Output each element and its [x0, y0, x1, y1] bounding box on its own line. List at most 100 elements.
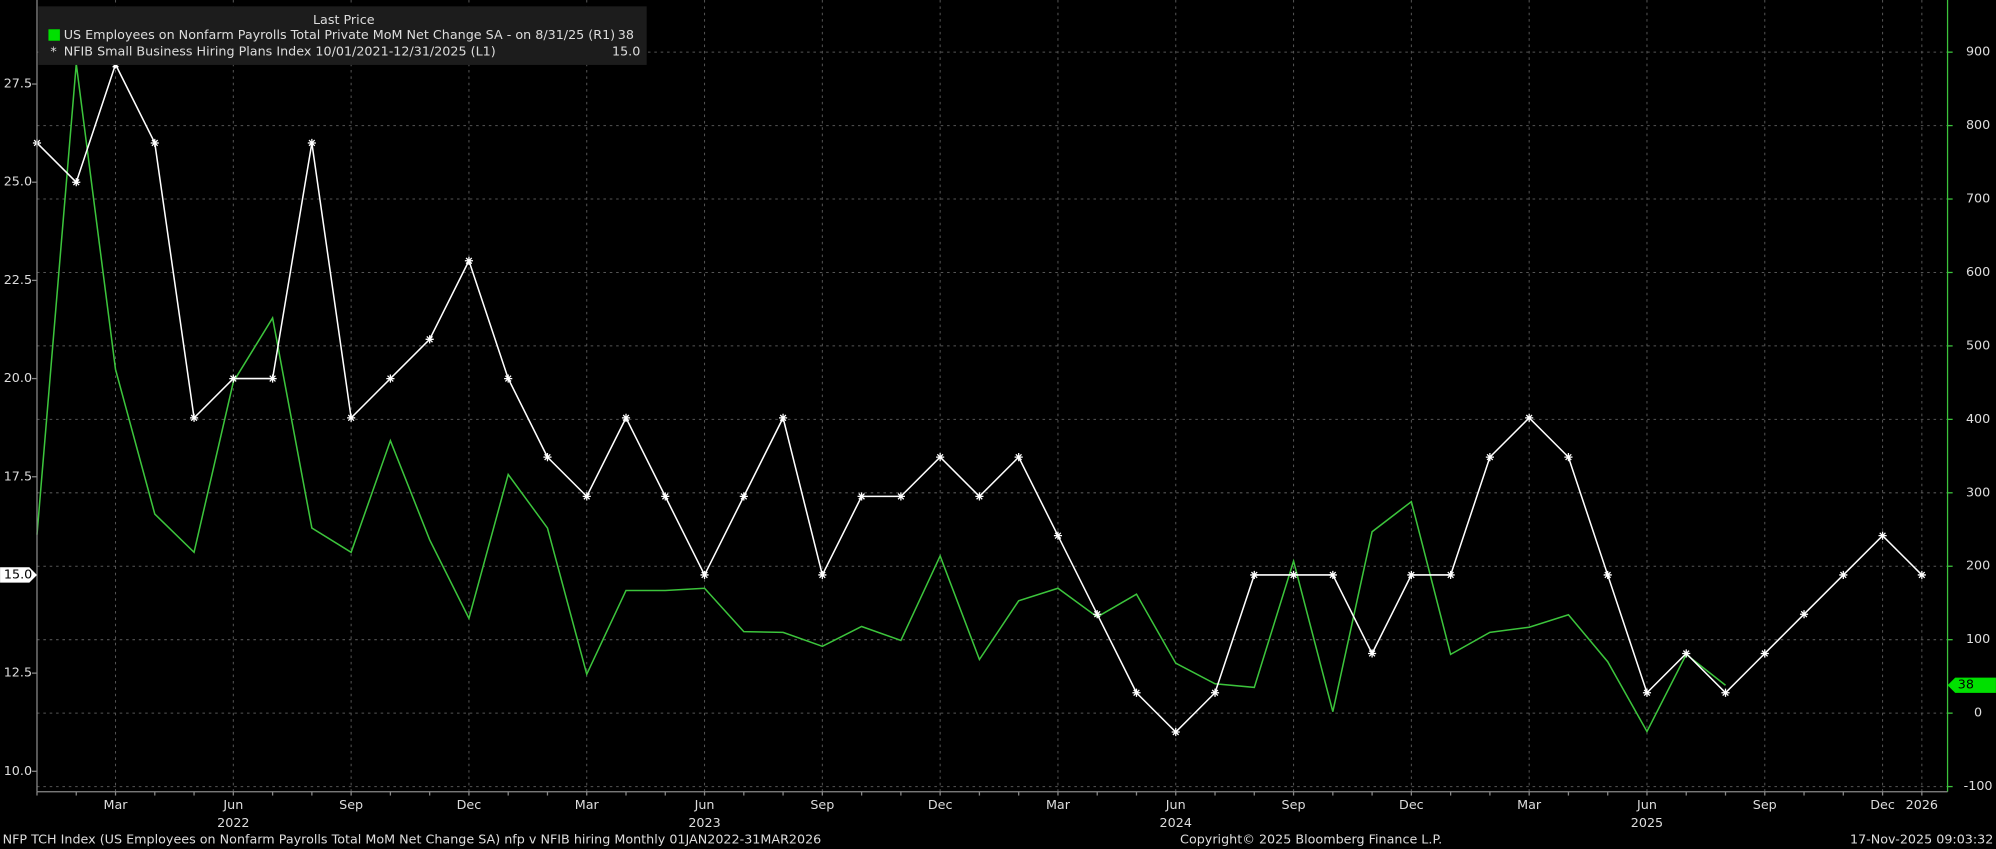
legend-label: US Employees on Nonfarm Payrolls Total P… [64, 27, 615, 42]
point-marker [543, 453, 552, 462]
x-tick-label: Sep [339, 797, 363, 812]
point-marker [1132, 688, 1141, 697]
y2-tick-label: 900 [1966, 44, 1990, 59]
series-line [36, 63, 1726, 734]
footer-center: Copyright© 2025 Bloomberg Finance L.P. [1180, 832, 1442, 847]
y2-tick-label: 300 [1966, 484, 1990, 499]
x-tick-label: Jun [694, 797, 715, 812]
point-marker [1407, 570, 1416, 580]
y-tick-label: 25.0 [4, 174, 32, 189]
x-tick-label: Dec [457, 797, 482, 812]
point-marker [936, 453, 945, 462]
point-marker [386, 374, 395, 383]
point-marker [975, 492, 984, 501]
y-tick-label: 27.5 [4, 76, 32, 91]
point-marker [189, 413, 199, 422]
y2-tick-label: 200 [1966, 558, 1990, 573]
point-marker [1289, 570, 1298, 580]
point-marker [661, 492, 670, 501]
point-marker [1210, 688, 1220, 697]
x-tick-label: Mar [575, 797, 600, 812]
x-tick-label: Jun [1165, 797, 1186, 812]
point-marker [779, 413, 788, 422]
y-tick-label: 10.0 [4, 763, 32, 778]
x-tick-label: Sep [1282, 797, 1306, 812]
point-marker [72, 178, 81, 187]
legend-swatch [48, 29, 60, 41]
point-marker [1328, 570, 1337, 580]
footer-right: 17-Nov-2025 09:03:32 [1850, 832, 1993, 847]
x-year-label: 2022 [217, 815, 249, 830]
point-marker [347, 413, 356, 422]
point-marker [700, 570, 709, 580]
y2-tick-label: 400 [1966, 411, 1990, 426]
point-marker [1485, 453, 1494, 462]
point-marker [268, 374, 277, 383]
point-marker [307, 138, 316, 148]
point-marker [425, 335, 434, 344]
x-tick-label: Dec [1870, 797, 1895, 812]
legend-label: NFIB Small Business Hiring Plans Index 1… [64, 44, 496, 59]
marks-layer [32, 60, 1926, 737]
point-marker [1839, 570, 1848, 580]
point-marker [1799, 610, 1809, 619]
legend-header: Last Price [313, 12, 375, 27]
point-marker [1446, 570, 1455, 580]
y-tick-label: 12.5 [4, 665, 32, 680]
y-tick-label: 17.5 [4, 468, 32, 483]
x-tick-label: Mar [1046, 797, 1071, 812]
point-marker [1250, 570, 1259, 580]
x-tick-label: Sep [1753, 797, 1777, 812]
point-marker [1093, 610, 1102, 619]
point-marker [621, 413, 631, 422]
point-marker [857, 492, 866, 501]
y2-tick-label: 500 [1966, 337, 1990, 352]
x-tick-label: Dec [1399, 797, 1424, 812]
point-marker [1053, 531, 1063, 540]
axes-layer: 10.0 12.5 15.0 17.5 20.0 22.5 25.0 27.5 -100 0 100… [0, 0, 1996, 830]
last-value-label: 15.0 [4, 566, 32, 581]
x-tick-label: 2026 [1906, 797, 1938, 812]
point-marker [1525, 413, 1534, 422]
x-year-label: 2025 [1631, 815, 1663, 830]
point-marker [150, 138, 159, 148]
point-marker [1760, 649, 1769, 658]
point-marker [229, 374, 238, 383]
y2-tick-label: 0 [1974, 705, 1982, 720]
point-marker [1917, 570, 1926, 580]
footer-left: NFP TCH Index (US Employees on Nonfarm P… [3, 832, 822, 847]
x-year-label: 2024 [1160, 815, 1192, 830]
y2-tick-label: 700 [1966, 191, 1990, 206]
legend-box [38, 6, 647, 65]
x-tick-label: Dec [928, 797, 953, 812]
x-tick-label: Mar [1517, 797, 1542, 812]
point-marker [1721, 688, 1730, 697]
point-marker [464, 256, 474, 265]
point-marker [1603, 570, 1612, 580]
point-marker [582, 492, 591, 501]
y2-tick-label: 800 [1966, 117, 1990, 132]
x-tick-label: Mar [104, 797, 129, 812]
legend-marker: * [50, 44, 56, 59]
point-marker [1014, 453, 1023, 462]
x-tick-label: Jun [1636, 797, 1657, 812]
legend-value: 15.0 [612, 44, 640, 59]
last-value-label: 38 [1958, 677, 1974, 692]
point-marker [1171, 727, 1180, 737]
point-marker [1368, 649, 1377, 658]
y2-tick-label: 600 [1966, 264, 1990, 279]
point-marker [896, 492, 905, 501]
footer: NFP TCH Index (US Employees on Nonfarm P… [3, 832, 1994, 847]
point-marker [504, 374, 513, 383]
x-year-label: 2023 [688, 815, 720, 830]
point-marker [1682, 649, 1691, 658]
x-tick-label: Jun [222, 797, 243, 812]
point-marker [739, 492, 748, 501]
last-value-tag [1947, 677, 1996, 693]
point-marker [1564, 453, 1573, 462]
last-value-tag [0, 567, 37, 583]
y2-tick-label: 100 [1966, 631, 1990, 646]
